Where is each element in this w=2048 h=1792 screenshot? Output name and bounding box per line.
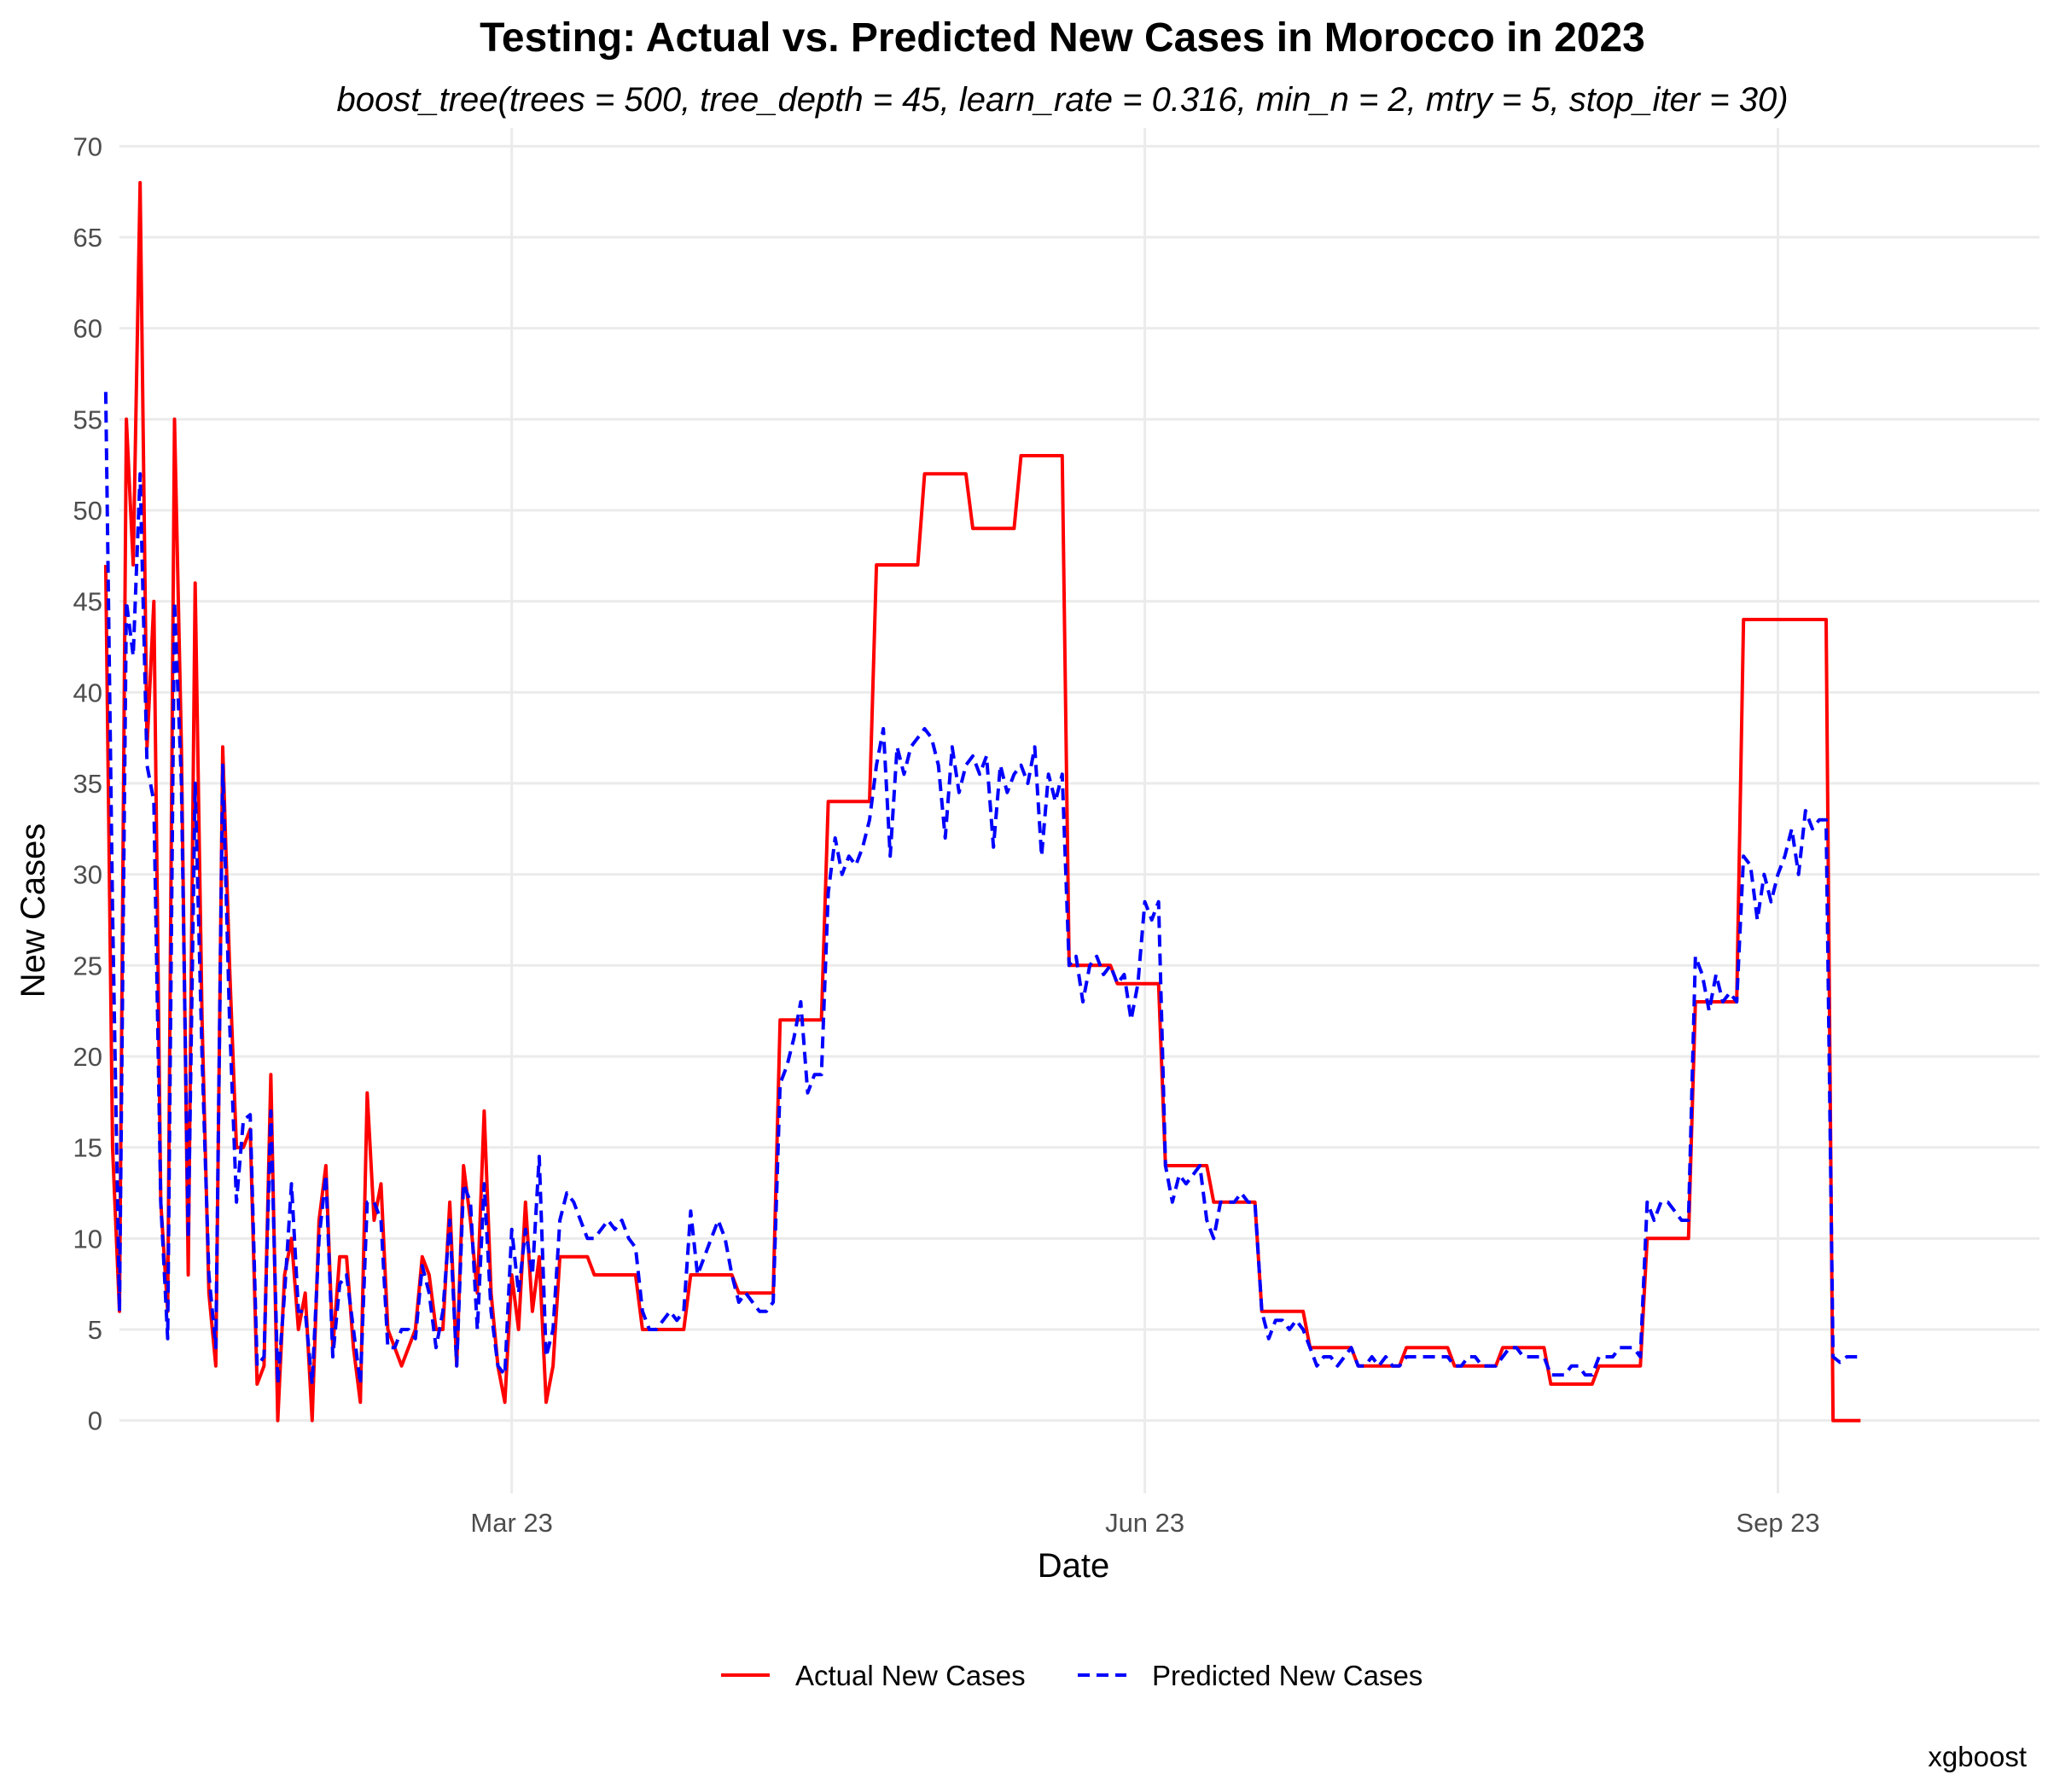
y-tick-label: 20 [73, 1042, 102, 1072]
y-tick-label: 70 [73, 131, 102, 161]
chart-caption: xgboost [1928, 1741, 2027, 1772]
x-axis-title: Date [1038, 1547, 1110, 1585]
predicted-cases-line [103, 392, 1861, 1386]
y-tick-label: 65 [73, 223, 102, 253]
y-axis-title: New Cases [15, 823, 52, 998]
y-tick-label: 60 [73, 314, 102, 344]
y-tick-label: 55 [73, 404, 102, 434]
y-tick-label: 30 [73, 860, 102, 890]
legend-label-actual: Actual New Cases [795, 1660, 1026, 1691]
actual-cases-line [103, 181, 1861, 1423]
x-tick-label: Sep 23 [1736, 1508, 1819, 1538]
y-tick-label: 25 [73, 951, 102, 980]
y-axis-ticks: 0 5 10 15 20 25 30 35 40 45 50 55 60 65 70 [73, 131, 102, 1435]
chart-title: Testing: Actual vs. Predicted New Cases … [480, 15, 1645, 61]
y-tick-label: 5 [88, 1315, 102, 1345]
y-tick-label: 0 [88, 1406, 102, 1436]
legend-label-predicted: Predicted New Cases [1152, 1660, 1423, 1691]
gridlines [119, 128, 2039, 1493]
legend: Actual New Cases Predicted New Cases [721, 1660, 1423, 1691]
chart-subtitle: boost_tree(trees = 500, tree_depth = 45,… [336, 81, 1788, 119]
y-tick-label: 50 [73, 496, 102, 526]
y-tick-label: 15 [73, 1133, 102, 1163]
x-tick-label: Jun 23 [1105, 1508, 1184, 1538]
y-tick-label: 35 [73, 769, 102, 799]
y-tick-label: 45 [73, 587, 102, 617]
y-tick-label: 10 [73, 1224, 102, 1254]
x-axis-ticks: Mar 23 Jun 23 Sep 23 [470, 1508, 1819, 1538]
y-tick-label: 40 [73, 678, 102, 707]
x-tick-label: Mar 23 [470, 1508, 552, 1538]
series-lines [103, 181, 1861, 1423]
